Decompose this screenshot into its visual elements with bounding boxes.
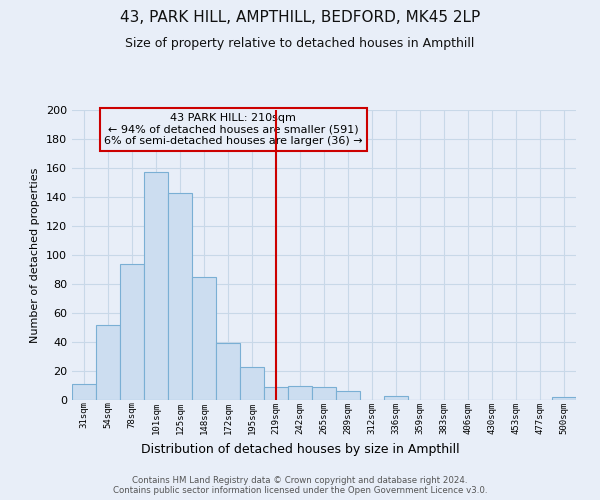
Bar [120, 264, 144, 400]
Text: 43, PARK HILL, AMPTHILL, BEDFORD, MK45 2LP: 43, PARK HILL, AMPTHILL, BEDFORD, MK45 2… [120, 10, 480, 25]
Text: Size of property relative to detached houses in Ampthill: Size of property relative to detached ho… [125, 38, 475, 51]
Bar [192, 277, 216, 400]
Bar [72, 384, 96, 400]
Bar [96, 324, 120, 400]
Y-axis label: Number of detached properties: Number of detached properties [31, 168, 40, 342]
Bar [168, 192, 192, 400]
Text: Contains HM Land Registry data © Crown copyright and database right 2024.
Contai: Contains HM Land Registry data © Crown c… [113, 476, 487, 495]
Bar [384, 396, 408, 400]
Bar [216, 344, 240, 400]
Bar [144, 172, 168, 400]
Bar [288, 386, 312, 400]
Text: Distribution of detached houses by size in Ampthill: Distribution of detached houses by size … [140, 442, 460, 456]
Bar [312, 387, 336, 400]
Bar [552, 397, 576, 400]
Bar [264, 387, 288, 400]
Bar [240, 366, 264, 400]
Text: 43 PARK HILL: 210sqm
← 94% of detached houses are smaller (591)
6% of semi-detac: 43 PARK HILL: 210sqm ← 94% of detached h… [104, 113, 362, 146]
Bar [336, 392, 360, 400]
